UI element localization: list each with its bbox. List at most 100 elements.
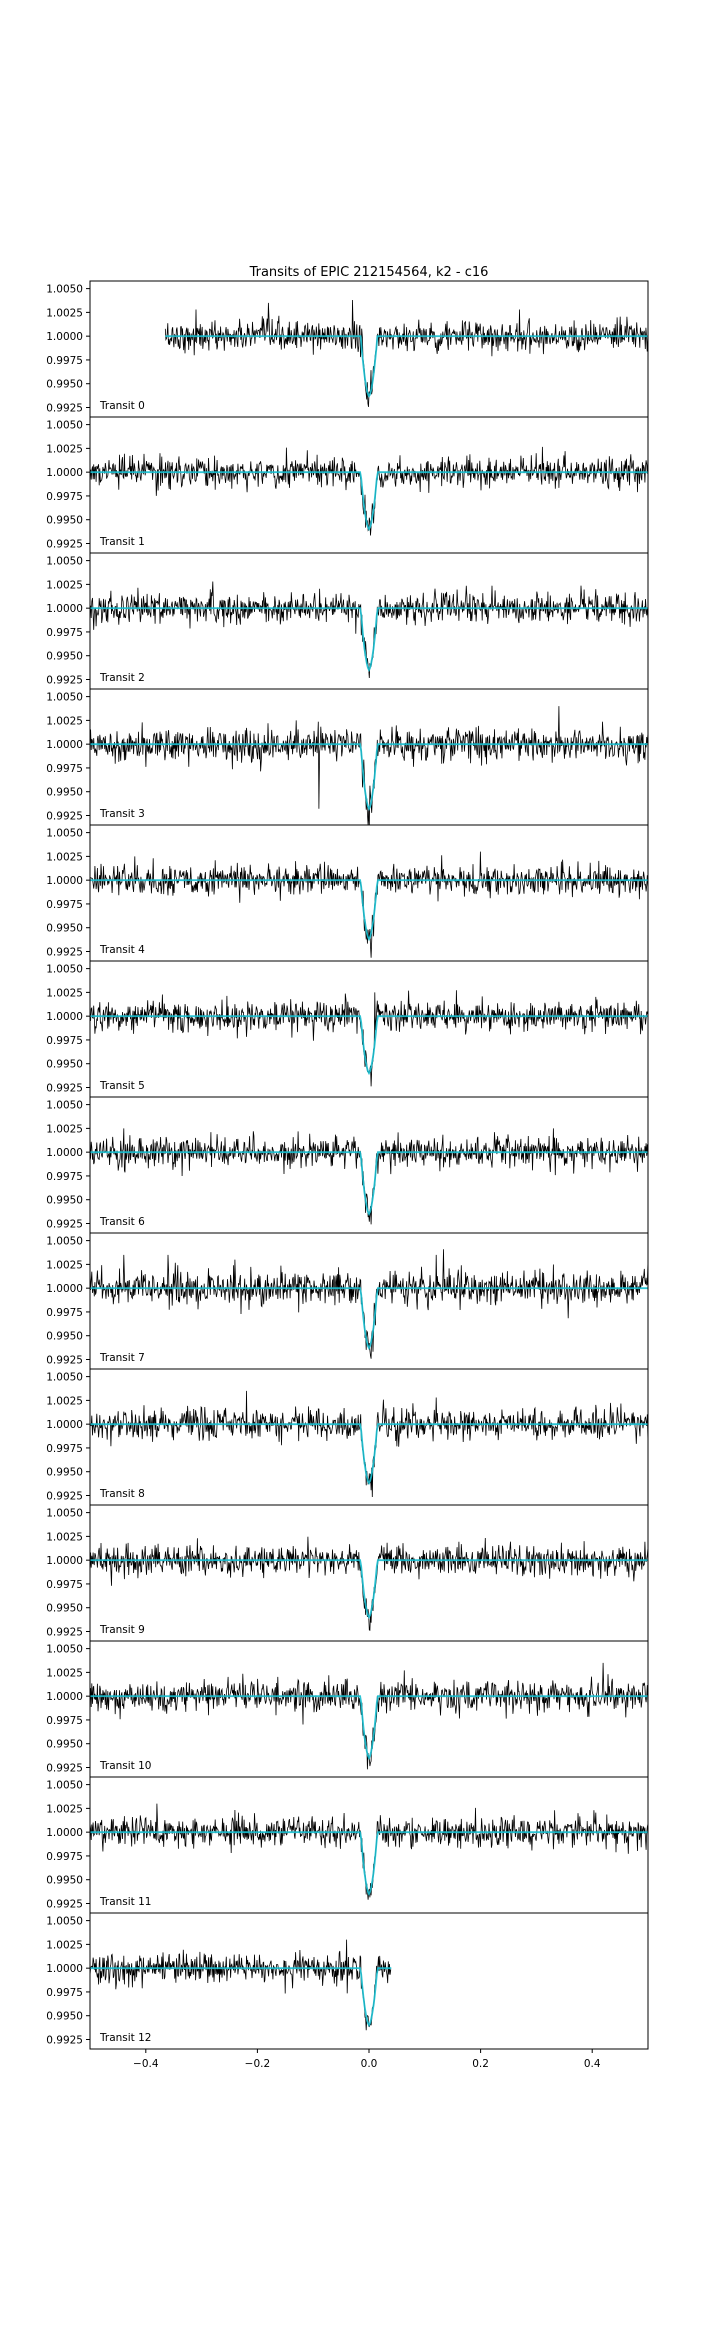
y-tick-label: 0.9925	[46, 1218, 83, 1230]
y-tick-label: 0.9975	[46, 899, 83, 911]
y-tick-label: 0.9975	[46, 1987, 83, 1999]
x-tick-label: 0.4	[584, 2058, 601, 2070]
y-tick-label: 0.9975	[46, 1443, 83, 1455]
y-tick-label: 1.0025	[46, 851, 83, 863]
flux-data-series-9	[90, 1536, 648, 1631]
y-tick-label: 0.9925	[46, 1898, 83, 1910]
y-tick-label: 0.9975	[46, 491, 83, 503]
y-tick-label: 1.0025	[46, 1667, 83, 1679]
flux-data-series-6	[90, 1128, 648, 1225]
y-tick-label: 1.0025	[46, 307, 83, 319]
y-tick-label: 1.0025	[46, 1395, 83, 1407]
y-tick-label: 1.0025	[46, 1803, 83, 1815]
y-tick-label: 0.9925	[46, 2034, 83, 2046]
y-tick-label: 0.9975	[46, 1579, 83, 1591]
y-tick-label: 1.0050	[46, 556, 83, 568]
y-tick-label: 0.9950	[46, 1195, 83, 1207]
transit-panel-9: 0.9925 0.9950 0.9975 1.0000 1.0025 1.0050 Tran…	[46, 1504, 649, 1642]
x-tick-label: −0.2	[245, 2058, 271, 2070]
y-tick-label: 0.9925	[46, 1626, 83, 1638]
y-tick-label: 0.9925	[46, 1354, 83, 1366]
y-tick-label: 1.0050	[46, 1780, 83, 1792]
panel-label-6: Transit 6	[99, 1216, 145, 1228]
transit-model-curve-8	[90, 1423, 648, 1486]
y-tick-label: 1.0000	[46, 1963, 83, 1975]
transit-panels: 0.9925 0.9950 0.9975 1.0000 1.0025 1.0050 Tran…	[46, 280, 649, 2050]
panel-label-7: Transit 7	[99, 1352, 145, 1364]
transit-model-curve-12	[90, 1967, 392, 2028]
transit-model-curve-6	[90, 1151, 648, 1217]
y-tick-label: 1.0050	[46, 1100, 83, 1112]
flux-data-series-8	[90, 1390, 648, 1498]
y-tick-label: 0.9950	[46, 1059, 83, 1071]
transit-model-curve-4	[90, 879, 648, 942]
y-tick-label: 1.0050	[46, 1916, 83, 1928]
panel-label-4: Transit 4	[99, 944, 145, 956]
y-tick-label: 1.0000	[46, 1555, 83, 1567]
panel-label-11: Transit 11	[99, 1896, 151, 1908]
y-tick-label: 0.9975	[46, 355, 83, 367]
x-axis: −0.4 −0.2 0.0 0.2 0.4	[133, 2049, 601, 2070]
panel-label-10: Transit 10	[99, 1760, 151, 1772]
y-tick-label: 0.9925	[46, 1082, 83, 1094]
x-tick-label: −0.4	[133, 2058, 159, 2070]
flux-data-series-7	[90, 1249, 648, 1359]
panel-label-3: Transit 3	[99, 808, 145, 820]
chart-title: Transits of EPIC 212154564, k2 - c16	[249, 265, 489, 280]
y-tick-label: 1.0000	[46, 875, 83, 887]
y-tick-label: 1.0025	[46, 1531, 83, 1543]
y-tick-label: 0.9950	[46, 515, 83, 527]
panel-label-9: Transit 9	[99, 1624, 145, 1636]
y-tick-label: 1.0025	[46, 987, 83, 999]
y-tick-label: 1.0050	[46, 1508, 83, 1520]
y-tick-label: 0.9925	[46, 538, 83, 550]
y-tick-label: 0.9950	[46, 1603, 83, 1615]
y-tick-label: 0.9975	[46, 627, 83, 639]
transit-model-curve-11	[90, 1831, 648, 1897]
panel-label-2: Transit 2	[99, 672, 145, 684]
y-tick-label: 1.0000	[46, 603, 83, 615]
y-tick-label: 1.0050	[46, 420, 83, 432]
panel-label-1: Transit 1	[99, 536, 145, 548]
y-tick-label: 1.0000	[46, 467, 83, 479]
x-tick-label: 0.0	[361, 2058, 378, 2070]
flux-data-series-1	[90, 446, 648, 536]
y-tick-label: 0.9950	[46, 1875, 83, 1887]
y-tick-label: 1.0000	[46, 1691, 83, 1703]
y-tick-label: 1.0025	[46, 443, 83, 455]
y-tick-label: 0.9975	[46, 1035, 83, 1047]
y-tick-label: 1.0050	[46, 1644, 83, 1656]
y-tick-label: 0.9925	[46, 1490, 83, 1502]
y-tick-label: 0.9925	[46, 674, 83, 686]
transit-model-curve-7	[90, 1287, 648, 1351]
y-tick-label: 0.9950	[46, 787, 83, 799]
y-tick-label: 0.9950	[46, 1739, 83, 1751]
y-tick-label: 1.0050	[46, 1236, 83, 1248]
panel-label-5: Transit 5	[99, 1080, 145, 1092]
y-tick-label: 1.0000	[46, 739, 83, 751]
transit-model-curve-0	[165, 335, 648, 398]
transit-panel-12: 0.9925 0.9950 0.9975 1.0000 1.0025 1.0050 Tran…	[46, 1912, 649, 2050]
y-tick-label: 1.0000	[46, 1419, 83, 1431]
transit-panel-0: 0.9925 0.9950 0.9975 1.0000 1.0025 1.0050 Tran…	[46, 280, 649, 418]
transit-model-curve-10	[90, 1695, 648, 1761]
y-tick-label: 0.9950	[46, 651, 83, 663]
y-tick-label: 0.9925	[46, 946, 83, 958]
transit-model-curve-1	[90, 471, 648, 532]
y-tick-label: 1.0050	[46, 1372, 83, 1384]
y-tick-label: 0.9925	[46, 1762, 83, 1774]
transit-model-curve-9	[90, 1559, 648, 1620]
y-tick-label: 1.0050	[46, 284, 83, 296]
transit-model-curve-5	[90, 1015, 648, 1076]
y-tick-label: 1.0050	[46, 828, 83, 840]
flux-data-series-3	[90, 706, 648, 825]
transit-panel-1: 0.9925 0.9950 0.9975 1.0000 1.0025 1.0050 Tran…	[46, 416, 649, 554]
y-tick-label: 0.9950	[46, 379, 83, 391]
transit-panel-5: 0.9925 0.9950 0.9975 1.0000 1.0025 1.0050 Tran…	[46, 960, 649, 1098]
y-tick-label: 1.0000	[46, 1827, 83, 1839]
y-tick-label: 0.9925	[46, 810, 83, 822]
transit-panel-10: 0.9925 0.9950 0.9975 1.0000 1.0025 1.0050 Tran…	[46, 1640, 649, 1778]
y-tick-label: 0.9950	[46, 1331, 83, 1343]
y-tick-label: 0.9975	[46, 1171, 83, 1183]
